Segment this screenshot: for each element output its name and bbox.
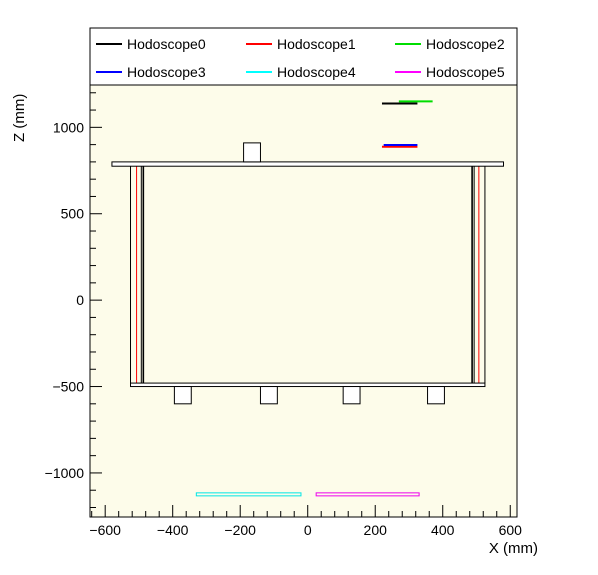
legend: Hodoscope0 Hodoscope1 Hodoscope2 Hodoscope3…: [89, 27, 518, 86]
y-tick-label: 500: [61, 206, 85, 222]
bottom-plate: [130, 382, 486, 388]
x-axis: −600 −400 −200 0 200 400 600: [89, 505, 522, 538]
legend-label: Hodoscope4: [277, 64, 356, 80]
y-axis-title: Z (mm): [11, 94, 28, 142]
legend-label: Hodoscope1: [277, 36, 356, 52]
x-tick-label: −600: [89, 522, 121, 538]
bottom-block: [259, 386, 278, 405]
plot-area: [89, 84, 518, 518]
y-tick-label: 1000: [53, 119, 84, 135]
hodoscope-segment: [195, 492, 302, 497]
legend-label: Hodoscope0: [127, 36, 206, 52]
bottom-block: [427, 386, 445, 405]
legend-label: Hodoscope3: [127, 64, 206, 80]
hodoscope-segments: [195, 100, 433, 497]
legend-box: [89, 27, 518, 86]
x-tick-label: −400: [157, 522, 189, 538]
top-plate: [111, 161, 504, 167]
y-axis: −1000 −500 0 500 1000: [45, 92, 102, 508]
x-tick-label: 600: [499, 522, 523, 538]
bottom-block: [173, 386, 192, 405]
hodoscope-segment: [315, 492, 420, 497]
x-tick-label: 0: [304, 522, 312, 538]
bottom-block: [342, 386, 361, 405]
x-tick-label: −200: [224, 522, 256, 538]
x-tick-label: 400: [431, 522, 455, 538]
legend-label: Hodoscope5: [426, 64, 505, 80]
detector-geometry: [111, 142, 504, 405]
y-tick-label: −1000: [45, 465, 85, 481]
x-tick-label: 200: [364, 522, 388, 538]
legend-label: Hodoscope2: [426, 36, 505, 52]
y-tick-label: 0: [76, 292, 84, 308]
y-tick-label: −500: [52, 379, 84, 395]
x-axis-title: X (mm): [489, 540, 538, 557]
top-block: [243, 142, 261, 163]
